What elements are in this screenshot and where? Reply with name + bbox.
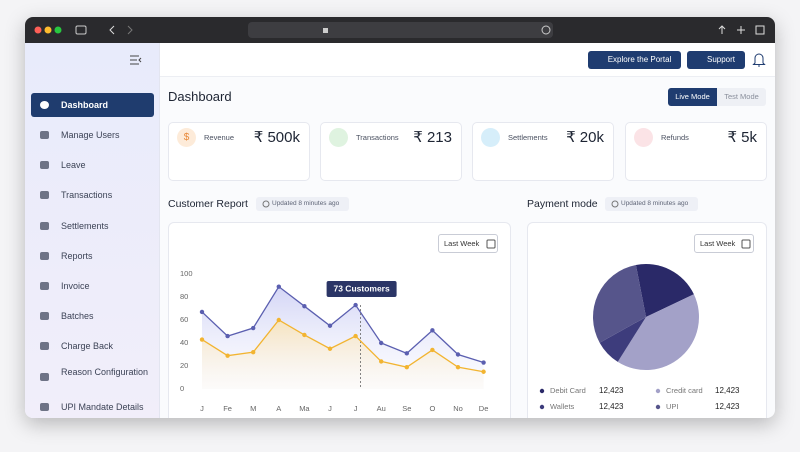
new-tab[interactable] (737, 26, 745, 34)
card-icon (329, 128, 348, 147)
menu-item[interactable]: Reports (61, 251, 93, 261)
menu-icon (40, 161, 49, 169)
menu-item[interactable]: Leave (61, 160, 86, 170)
support-button[interactable]: Support (687, 51, 745, 69)
menu-icon (40, 342, 49, 350)
menu-item[interactable]: Invoice (61, 281, 90, 291)
back[interactable] (109, 25, 115, 35)
menu-item[interactable]: Reason Configuration (61, 367, 149, 377)
card-value: ₹ 20k (566, 129, 604, 146)
card-value: ₹ 500k (253, 129, 300, 146)
card-icon (634, 128, 653, 147)
menu-item[interactable]: Charge Back (61, 341, 114, 351)
lock (323, 28, 328, 33)
card-label: Settlements (508, 133, 548, 142)
card-icon (481, 128, 500, 147)
toolbar-icons (34, 22, 765, 38)
card-value: ₹ 5k (727, 129, 757, 146)
section-title: Payment mode (527, 198, 598, 210)
active-item-bg[interactable] (31, 93, 154, 117)
section-title: Customer Report (168, 198, 248, 210)
reload[interactable] (541, 25, 551, 35)
menu-icon (40, 222, 49, 230)
updated-chip: Updated 8 minutes ago (256, 197, 349, 211)
forward[interactable] (127, 25, 133, 35)
live-mode[interactable]: Live Mode (668, 88, 717, 106)
menu-icon (40, 403, 49, 411)
menu-item[interactable]: Dashboard (61, 100, 109, 110)
card-label: Refunds (661, 133, 689, 142)
menu-icon (40, 312, 49, 320)
menu-icon (40, 282, 49, 290)
zoom-dot[interactable] (54, 26, 62, 34)
address-bar[interactable] (248, 22, 553, 38)
browser-window: Explore the Portal Support Dashboard Liv… (25, 17, 775, 418)
updated-chip: Updated 8 minutes ago (605, 197, 698, 211)
share[interactable] (718, 25, 726, 34)
header (160, 43, 775, 77)
page-title: Dashboard (168, 89, 232, 104)
card-label: Revenue (204, 133, 235, 142)
tabs[interactable] (755, 25, 765, 35)
card-value: ₹ 213 (413, 129, 452, 146)
test-mode[interactable]: Test Mode (717, 88, 766, 106)
minimize-dot[interactable] (44, 26, 52, 34)
filter-button[interactable]: Last Week (438, 234, 498, 253)
menu-icon (40, 191, 49, 199)
menu-item[interactable]: Transactions (61, 190, 113, 200)
menu-icon (40, 101, 49, 109)
collapse-icon[interactable] (130, 55, 142, 65)
card-icon: $ (177, 128, 196, 147)
browser-toolbar (25, 17, 775, 43)
filter-button[interactable]: Last Week (694, 234, 754, 253)
menu-icon (40, 373, 49, 381)
menu-icon (40, 252, 49, 260)
menu-item[interactable]: Batches (61, 311, 94, 321)
card-label: Transactions (356, 133, 399, 142)
bell[interactable] (752, 52, 766, 68)
explore-button[interactable]: Explore the Portal (588, 51, 681, 69)
sidebar-toggle[interactable] (75, 25, 87, 35)
menu-item[interactable]: Settlements (61, 221, 109, 231)
close-dot[interactable] (34, 26, 42, 34)
menu-icon (40, 131, 49, 139)
menu-item[interactable]: UPI Mandate Details (61, 402, 144, 412)
menu-item[interactable]: Manage Users (61, 130, 120, 140)
